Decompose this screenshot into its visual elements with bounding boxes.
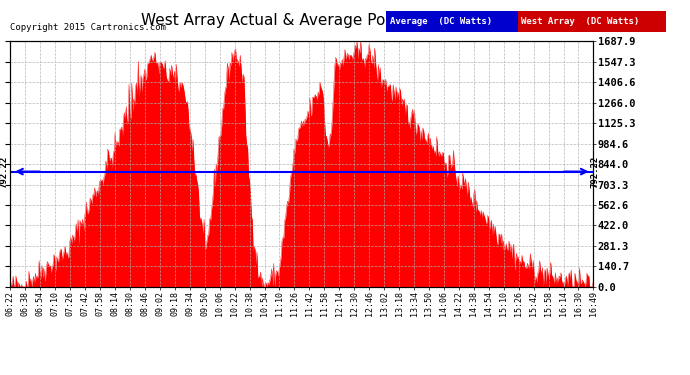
- Text: 792.22: 792.22: [590, 156, 600, 188]
- Text: West Array Actual & Average Power Mon Nov 2 16:50: West Array Actual & Average Power Mon No…: [141, 13, 549, 28]
- Text: West Array  (DC Watts): West Array (DC Watts): [521, 17, 639, 26]
- Text: 792.22: 792.22: [0, 156, 8, 188]
- Text: Copyright 2015 Cartronics.com: Copyright 2015 Cartronics.com: [10, 22, 166, 32]
- Text: Average  (DC Watts): Average (DC Watts): [390, 17, 492, 26]
